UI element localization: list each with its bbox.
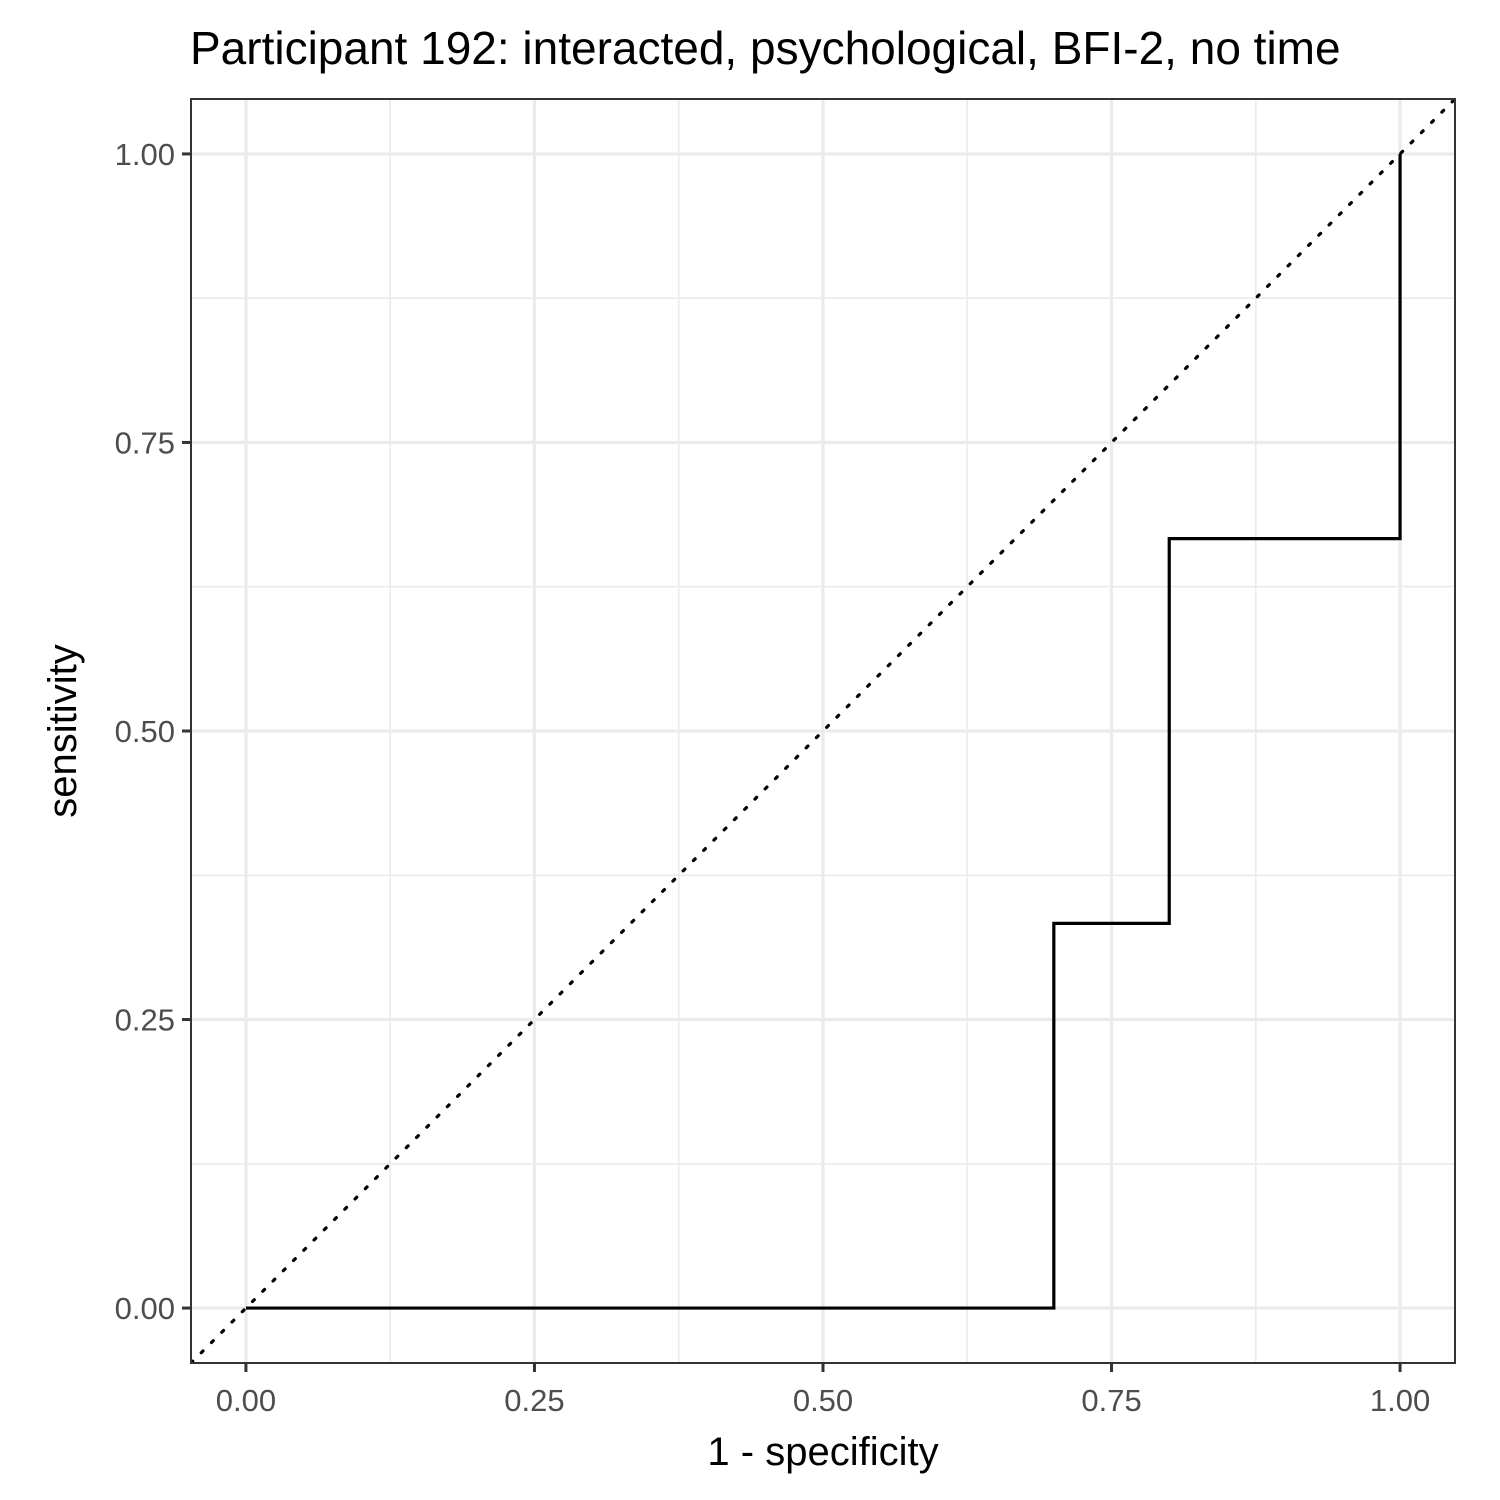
x-axis-title: 1 - specificity <box>707 1430 938 1474</box>
roc-curve-line <box>245 153 1402 1310</box>
y-tick-label: 0.75 <box>115 425 175 460</box>
chart-title: Participant 192: interacted, psychologic… <box>190 22 1341 74</box>
y-tick-label: 0.50 <box>115 714 175 749</box>
x-tick-label: 1.00 <box>1370 1383 1430 1418</box>
x-tick-label: 0.00 <box>216 1383 276 1418</box>
y-tick-label: 1.00 <box>115 137 175 172</box>
x-tick-label: 0.25 <box>504 1383 564 1418</box>
y-axis: 0.00 0.25 0.50 0.75 1.00 <box>115 137 191 1326</box>
x-tick-label: 0.75 <box>1081 1383 1141 1418</box>
y-tick-label: 0.25 <box>115 1003 175 1038</box>
x-tick-label: 0.50 <box>793 1383 853 1418</box>
x-axis: 0.00 0.25 0.50 0.75 1.00 <box>216 1363 1430 1418</box>
y-tick-label: 0.00 <box>115 1291 175 1326</box>
y-axis-title: sensitivity <box>41 644 85 817</box>
